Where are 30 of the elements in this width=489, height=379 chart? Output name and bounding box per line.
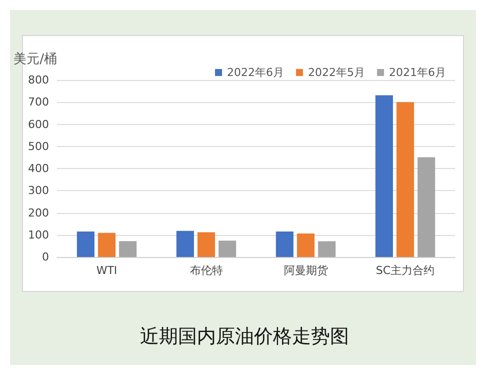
bar bbox=[218, 240, 236, 257]
y-tick-label: 400 bbox=[28, 162, 49, 175]
y-tick-label: 100 bbox=[28, 228, 49, 242]
bar bbox=[318, 241, 336, 257]
x-tick-label: SC主力合约 bbox=[376, 264, 435, 277]
bar bbox=[375, 95, 393, 257]
x-tick-label: 布伦特 bbox=[190, 264, 223, 277]
legend-label: 2022年6月 bbox=[227, 66, 284, 79]
text: 近期国内原油价格走势图 bbox=[140, 326, 349, 348]
bar bbox=[76, 232, 94, 257]
bar bbox=[276, 232, 294, 257]
legend-label: 2022年5月 bbox=[308, 66, 366, 79]
y-axis-title: 美元/桶 bbox=[14, 51, 57, 67]
x-tick-label: 阿曼期货 bbox=[284, 264, 328, 277]
x-tick-label: WTI bbox=[96, 264, 118, 277]
bar bbox=[176, 230, 194, 257]
bar bbox=[418, 157, 436, 257]
y-tick-label: 800 bbox=[28, 74, 49, 86]
y-tick-label: 0 bbox=[42, 250, 49, 264]
y-tick-label: 200 bbox=[28, 206, 49, 220]
bar bbox=[197, 232, 216, 257]
y-tick-label: 500 bbox=[28, 140, 49, 153]
y-tick-label: 300 bbox=[28, 184, 49, 198]
bar bbox=[396, 102, 414, 257]
legend-label: 2021年6月 bbox=[389, 66, 446, 79]
bar bbox=[296, 234, 315, 257]
bar bbox=[98, 232, 116, 257]
y-tick-label: 600 bbox=[28, 118, 49, 131]
bar bbox=[119, 241, 137, 257]
y-tick-label: 700 bbox=[28, 96, 49, 109]
